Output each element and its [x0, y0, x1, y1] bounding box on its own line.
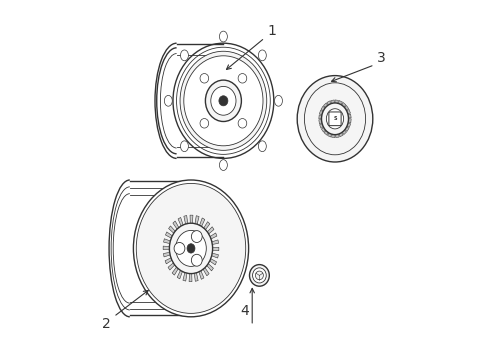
Ellipse shape	[255, 271, 263, 280]
Polygon shape	[323, 103, 331, 113]
Ellipse shape	[326, 109, 343, 129]
Polygon shape	[190, 215, 193, 235]
Text: 2: 2	[102, 317, 111, 331]
Ellipse shape	[200, 118, 209, 128]
Ellipse shape	[238, 73, 247, 83]
Polygon shape	[319, 115, 328, 119]
Polygon shape	[166, 232, 181, 243]
Polygon shape	[203, 247, 219, 251]
Polygon shape	[337, 126, 343, 137]
Polygon shape	[178, 217, 187, 237]
Ellipse shape	[187, 244, 195, 253]
Ellipse shape	[258, 50, 266, 61]
Polygon shape	[202, 240, 219, 246]
Ellipse shape	[184, 56, 263, 146]
Ellipse shape	[170, 223, 213, 274]
Polygon shape	[173, 221, 184, 238]
Polygon shape	[169, 226, 182, 240]
Polygon shape	[165, 253, 181, 264]
Polygon shape	[163, 246, 179, 249]
Polygon shape	[196, 260, 204, 279]
Ellipse shape	[180, 141, 189, 152]
Polygon shape	[339, 125, 346, 135]
Ellipse shape	[180, 50, 189, 61]
Text: 4: 4	[241, 305, 249, 318]
Ellipse shape	[274, 95, 282, 106]
Polygon shape	[164, 239, 180, 246]
Ellipse shape	[220, 160, 227, 171]
Polygon shape	[177, 260, 186, 279]
Ellipse shape	[180, 51, 267, 150]
Polygon shape	[335, 100, 339, 111]
Ellipse shape	[238, 118, 247, 128]
Polygon shape	[331, 100, 335, 111]
Polygon shape	[197, 258, 209, 276]
Ellipse shape	[297, 76, 373, 162]
Polygon shape	[201, 233, 217, 243]
Polygon shape	[337, 100, 343, 111]
Ellipse shape	[211, 86, 236, 115]
Ellipse shape	[219, 96, 228, 106]
FancyBboxPatch shape	[329, 112, 341, 126]
Ellipse shape	[133, 180, 248, 317]
Polygon shape	[172, 258, 184, 275]
Polygon shape	[341, 109, 350, 116]
Polygon shape	[193, 216, 199, 235]
Polygon shape	[324, 125, 331, 135]
Ellipse shape	[176, 230, 206, 266]
Polygon shape	[328, 126, 333, 137]
Polygon shape	[335, 127, 339, 138]
Polygon shape	[342, 114, 351, 118]
Text: S: S	[333, 116, 337, 121]
Ellipse shape	[192, 254, 202, 266]
Polygon shape	[164, 251, 180, 257]
Ellipse shape	[249, 265, 270, 286]
Polygon shape	[198, 222, 210, 238]
Polygon shape	[196, 218, 205, 237]
Ellipse shape	[136, 184, 245, 313]
Polygon shape	[199, 256, 214, 271]
Polygon shape	[321, 106, 330, 114]
Polygon shape	[342, 119, 351, 123]
Text: 1: 1	[268, 24, 276, 37]
Ellipse shape	[258, 141, 266, 152]
Polygon shape	[200, 227, 214, 241]
Polygon shape	[319, 121, 329, 128]
Ellipse shape	[164, 95, 172, 106]
Polygon shape	[183, 261, 189, 281]
Text: 3: 3	[377, 51, 386, 64]
Ellipse shape	[192, 231, 202, 243]
Polygon shape	[339, 103, 346, 112]
Ellipse shape	[200, 73, 209, 83]
Ellipse shape	[304, 83, 366, 155]
Ellipse shape	[321, 103, 348, 135]
Polygon shape	[327, 101, 333, 111]
Polygon shape	[184, 216, 189, 235]
Polygon shape	[193, 261, 198, 281]
Ellipse shape	[252, 268, 266, 283]
Polygon shape	[321, 123, 330, 132]
Polygon shape	[201, 254, 217, 265]
Polygon shape	[340, 105, 348, 114]
Polygon shape	[332, 127, 335, 138]
Polygon shape	[341, 123, 349, 131]
Polygon shape	[202, 251, 219, 258]
Polygon shape	[319, 119, 328, 124]
Ellipse shape	[220, 31, 227, 42]
Polygon shape	[189, 262, 192, 282]
Polygon shape	[319, 110, 329, 117]
Ellipse shape	[174, 243, 185, 254]
Ellipse shape	[205, 80, 242, 122]
Polygon shape	[168, 256, 182, 270]
Polygon shape	[342, 121, 351, 127]
